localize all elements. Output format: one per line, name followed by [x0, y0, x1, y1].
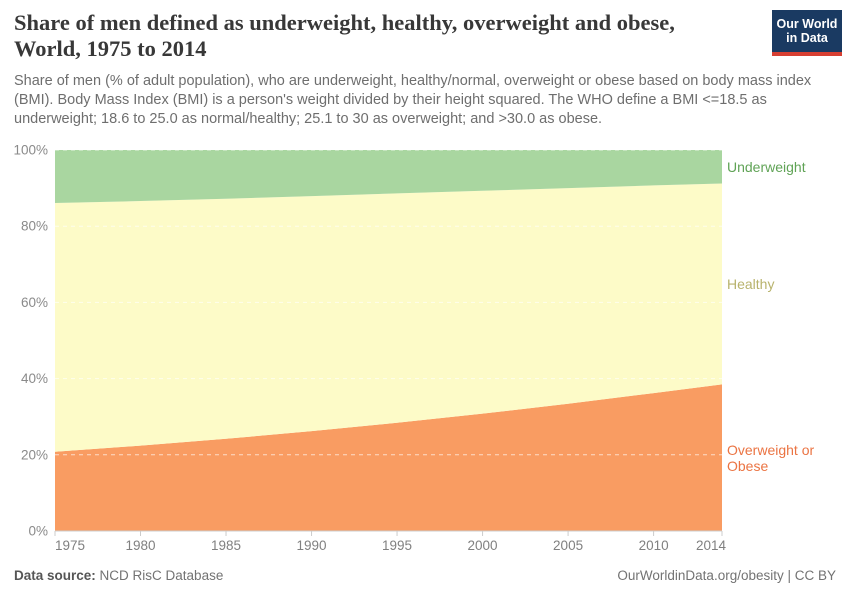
y-tick-label: 60%	[21, 295, 48, 310]
chart-footer: Data source: NCD RisC Database OurWorldi…	[14, 568, 836, 583]
chart-header: Share of men defined as underweight, hea…	[14, 10, 764, 62]
area-underweight[interactable]	[55, 150, 722, 203]
y-tick-label: 40%	[21, 371, 48, 386]
chart-subtitle: Share of men (% of adult population), wh…	[14, 73, 812, 127]
owid-logo[interactable]: Our World in Data	[772, 10, 842, 56]
x-tick-label: 1975	[55, 538, 85, 553]
license-link[interactable]: OurWorldinData.org/obesity | CC BY	[617, 568, 836, 583]
x-tick-label: 2014	[696, 538, 727, 553]
x-tick-label: 1985	[211, 538, 241, 553]
y-tick-label: 100%	[13, 143, 48, 158]
x-tick-label: 2000	[468, 538, 498, 553]
y-tick-label: 80%	[21, 219, 48, 234]
owid-logo-line-1: Our World	[776, 17, 838, 31]
x-tick-label: 2010	[639, 538, 669, 553]
owid-logo-line-2: in Data	[786, 31, 828, 45]
x-tick-label: 2005	[553, 538, 583, 553]
title-line-1: Share of men defined as underweight, hea…	[14, 10, 675, 35]
series-label-underweight: Underweight	[727, 158, 806, 175]
area-healthy[interactable]	[55, 183, 722, 452]
title-line-2: World, 1975 to 2014	[14, 36, 207, 61]
series-label-healthy: Healthy	[727, 275, 775, 292]
page-title: Share of men defined as underweight, hea…	[14, 10, 764, 62]
y-tick-label: 0%	[28, 524, 48, 539]
data-source-value: NCD RisC Database	[99, 568, 224, 583]
x-tick-label: 1995	[382, 538, 412, 553]
data-source: Data source: NCD RisC Database	[14, 568, 223, 583]
series-label-overweight-obese: Overweight or Obese	[727, 441, 815, 474]
y-tick-label: 20%	[21, 447, 48, 462]
data-source-label: Data source:	[14, 568, 96, 583]
x-tick-label: 1980	[125, 538, 155, 553]
area-overweight-or-obese[interactable]	[55, 384, 722, 531]
x-tick-label: 1990	[297, 538, 327, 553]
